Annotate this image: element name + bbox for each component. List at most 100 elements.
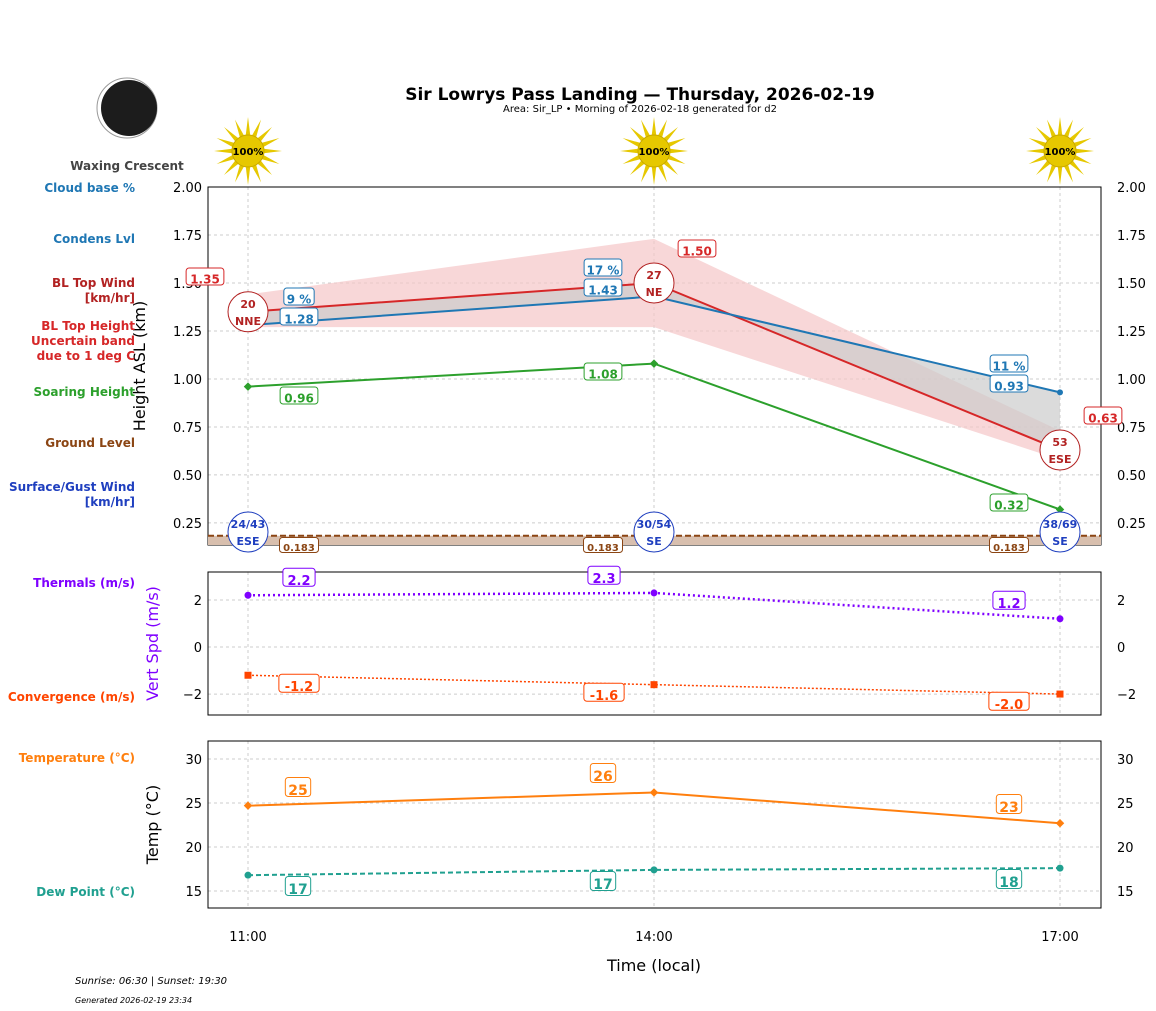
sun-ray (255, 158, 273, 176)
condens-label: 0.93 (994, 380, 1024, 394)
sun-icon (1026, 117, 1094, 185)
bl-wind-marker (227, 291, 269, 333)
condens-label: 1.28 (284, 313, 314, 327)
sun-ray (651, 117, 657, 138)
sun-ray (216, 153, 237, 165)
temp-point (1055, 819, 1065, 828)
sun-ray (259, 137, 280, 149)
y-tick-label-right: 2 (1117, 594, 1125, 609)
y-tick-label-right: 1.75 (1117, 229, 1146, 244)
soaring-label-box (989, 493, 1029, 512)
condens-label-box (583, 278, 623, 297)
sun-ray (656, 162, 668, 183)
y-tick-label: 0.50 (173, 469, 202, 484)
y-tick-label: 2 (194, 594, 202, 609)
sun-ray (1035, 158, 1053, 176)
soaring-label-box (279, 386, 319, 405)
y-axis-label: Height ASL (km) (130, 301, 149, 431)
bl-wind-speed: 53 (1052, 436, 1067, 449)
y-tick-label-right: 1.50 (1117, 277, 1146, 292)
vert-label-box (988, 691, 1030, 711)
surface-wind-marker (633, 511, 675, 553)
generated-time: Generated 2026-02-19 23:34 (75, 996, 192, 1005)
sun-ray (1057, 117, 1063, 138)
sun-ray (259, 153, 280, 165)
sun-ray (223, 126, 241, 144)
sun-ray (245, 117, 251, 138)
side-label: BL Top Height Uncertain band due to 1 deg … (31, 319, 135, 363)
vert-label: 1.2 (997, 597, 1020, 612)
sun-percent: 100% (1045, 147, 1076, 158)
ground-label: 0.183 (283, 543, 315, 554)
y-tick-label-right: 25 (1117, 797, 1134, 812)
y-tick-label-right: 30 (1117, 753, 1134, 768)
temp-label: 26 (593, 769, 612, 785)
y-tick-label-right: 0.25 (1117, 517, 1146, 532)
side-label: Temperature (°C) (19, 751, 135, 765)
vert-label: 2.2 (287, 574, 310, 589)
condens-label: 1.43 (588, 284, 618, 298)
ground-label: 0.183 (587, 543, 619, 554)
temp-label-box (284, 777, 312, 797)
cloud-base-label: 11 % (993, 360, 1026, 374)
sun-ray (1073, 148, 1094, 154)
y-tick-label: 0 (194, 641, 202, 656)
chart-subtitle: Area: Sir_LP • Morning of 2026-02-18 gen… (503, 104, 777, 115)
convergence-point (1056, 690, 1064, 698)
sun-ray (250, 119, 262, 140)
y-tick-label-right: 20 (1117, 841, 1134, 856)
thermal-point (650, 589, 658, 597)
sun-percent: 100% (639, 147, 670, 158)
temp-point (649, 788, 659, 797)
dew-point (1056, 864, 1064, 872)
vert-label: -1.2 (285, 680, 313, 695)
thermal-point (244, 591, 252, 599)
plot-frame (207, 571, 1102, 716)
cloud-base-label: 17 % (587, 264, 620, 278)
soaring-label-box (583, 362, 623, 381)
soaring-point (649, 359, 659, 368)
sun-ray (1067, 158, 1085, 176)
y-tick-label-right: 0.75 (1117, 421, 1146, 436)
sun-percent: 100% (233, 147, 264, 158)
sun-ray (1035, 126, 1053, 144)
y-tick-label: 25 (185, 797, 202, 812)
condens-label-box (989, 374, 1029, 393)
sun-disc (1043, 134, 1077, 168)
y-tick-label-right: 1.25 (1117, 325, 1146, 340)
x-tick-label: 11:00 (229, 930, 266, 945)
sun-ray (234, 162, 246, 183)
ground-label: 0.183 (993, 543, 1025, 554)
bl-top-label-box (185, 267, 225, 286)
sun-icon (620, 117, 688, 185)
bl-top-label-box (677, 239, 717, 258)
cloud-fill (248, 282, 1060, 450)
sun-ray (622, 153, 643, 165)
side-label: Ground Level (45, 436, 135, 450)
sun-ray (245, 164, 251, 185)
dew-point (244, 871, 252, 879)
sun-ray (234, 119, 246, 140)
sun-ray (622, 137, 643, 149)
y-axis-label: Temp (°C) (143, 785, 162, 865)
side-label: Soaring Height (34, 385, 136, 399)
y-tick-label-right: 2.00 (1117, 181, 1146, 196)
surface-wind-speed: 38/69 (1043, 518, 1078, 531)
y-tick-label-right: −2 (1117, 688, 1136, 703)
sun-ray (1071, 153, 1092, 165)
bl-wind-marker (1039, 429, 1081, 471)
temp-label-box (284, 876, 312, 896)
bl-wind-dir: NE (646, 286, 663, 299)
ground-label-box (989, 537, 1029, 553)
bl-wind-dir: NNE (235, 315, 261, 328)
surface-wind-dir: SE (1052, 535, 1067, 548)
sun-ray (214, 148, 235, 154)
bl-top-label: 1.35 (190, 273, 220, 287)
cloud-base-label: 9 % (287, 293, 312, 307)
sun-times: Sunrise: 06:30 | Sunset: 19:30 (75, 976, 227, 987)
sun-ray (629, 126, 647, 144)
ground-label-box (583, 537, 623, 553)
sun-disc (231, 134, 265, 168)
sun-ray (620, 148, 641, 154)
y-tick-label: 15 (185, 885, 202, 900)
